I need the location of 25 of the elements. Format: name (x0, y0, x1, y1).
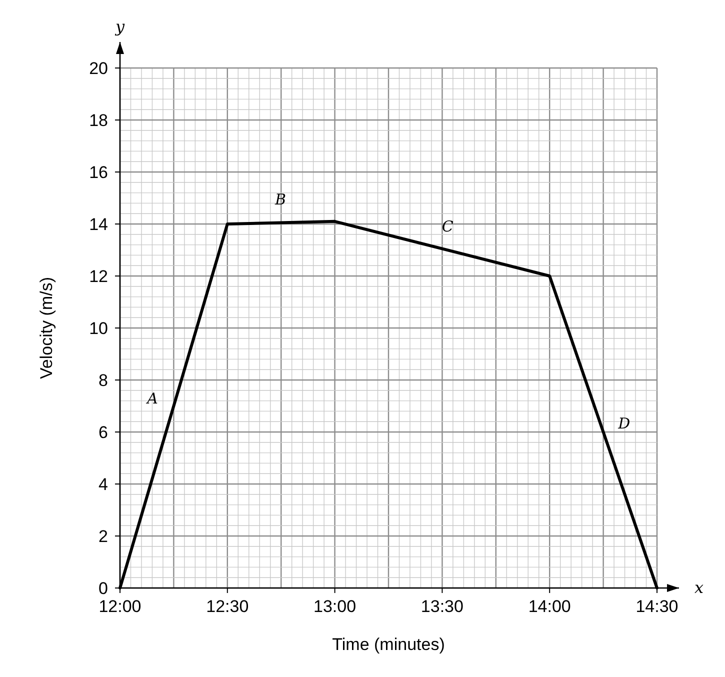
y-tick-label: 2 (98, 527, 108, 546)
y-axis-title: Velocity (m/s) (37, 276, 56, 380)
annotation: C (442, 217, 454, 236)
y-tick-label: 18 (89, 111, 108, 130)
y-tick-label: 8 (98, 371, 108, 390)
y-tick-label: 20 (89, 59, 108, 78)
y-tick-label: 10 (89, 319, 108, 338)
y-tick-label: 12 (89, 267, 108, 286)
y-tick-label: 0 (98, 579, 108, 598)
y-tick-label: 14 (89, 215, 108, 234)
annotation: A (145, 390, 158, 408)
x-tick-label: 14:00 (528, 597, 571, 616)
x-tick-label: 14:30 (636, 597, 678, 616)
x-axis-title: Time (minutes) (332, 635, 445, 654)
x-tick-label: 12:00 (98, 597, 142, 616)
y-tick-label: 6 (98, 423, 108, 442)
annotation: D (617, 414, 630, 433)
annotation: B (274, 190, 286, 209)
x-tick-label: 13:30 (420, 597, 464, 616)
y-tick-label: 4 (98, 475, 108, 494)
x-tick-label: 13:00 (314, 597, 356, 616)
text: x (694, 578, 704, 597)
x-tick-label: 12:30 (206, 597, 249, 616)
y-tick-label: 16 (89, 163, 108, 182)
text: y (114, 17, 126, 36)
